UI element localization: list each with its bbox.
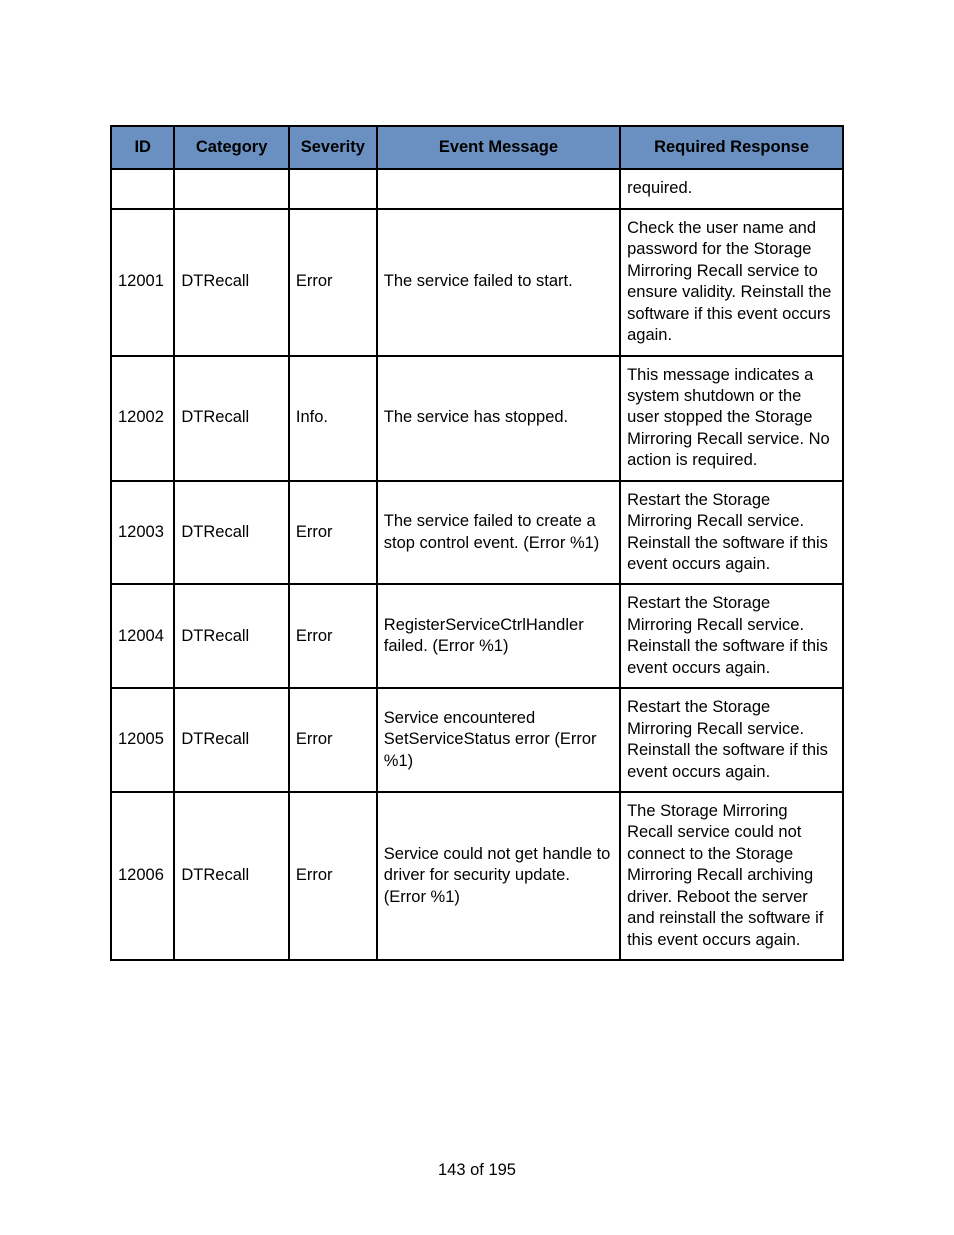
cell-id bbox=[111, 169, 174, 208]
cell-id: 12002 bbox=[111, 356, 174, 481]
cell-message bbox=[377, 169, 620, 208]
cell-message: RegisterServiceCtrlHandler failed. (Erro… bbox=[377, 584, 620, 688]
cell-response: This message indicates a system shutdown… bbox=[620, 356, 843, 481]
document-page: ID Category Severity Event Message Requi… bbox=[0, 0, 954, 1235]
cell-response: Restart the Storage Mirroring Recall ser… bbox=[620, 481, 843, 585]
table-row: 12005 DTRecall Error Service encountered… bbox=[111, 688, 843, 792]
cell-category: DTRecall bbox=[174, 688, 289, 792]
cell-message: The service failed to create a stop cont… bbox=[377, 481, 620, 585]
cell-id: 12001 bbox=[111, 209, 174, 356]
cell-category: DTRecall bbox=[174, 356, 289, 481]
col-header-category: Category bbox=[174, 126, 289, 169]
cell-severity: Error bbox=[289, 688, 377, 792]
cell-message: The service failed to start. bbox=[377, 209, 620, 356]
cell-severity: Error bbox=[289, 209, 377, 356]
cell-severity: Error bbox=[289, 584, 377, 688]
cell-severity: Error bbox=[289, 792, 377, 960]
cell-response: required. bbox=[620, 169, 843, 208]
col-header-response: Required Response bbox=[620, 126, 843, 169]
events-table: ID Category Severity Event Message Requi… bbox=[110, 125, 844, 961]
cell-category: DTRecall bbox=[174, 209, 289, 356]
cell-response: Restart the Storage Mirroring Recall ser… bbox=[620, 584, 843, 688]
cell-id: 12004 bbox=[111, 584, 174, 688]
cell-severity: Info. bbox=[289, 356, 377, 481]
cell-message: The service has stopped. bbox=[377, 356, 620, 481]
cell-id: 12006 bbox=[111, 792, 174, 960]
cell-category: DTRecall bbox=[174, 584, 289, 688]
cell-severity bbox=[289, 169, 377, 208]
cell-message: Service could not get handle to driver f… bbox=[377, 792, 620, 960]
table-row: 12001 DTRecall Error The service failed … bbox=[111, 209, 843, 356]
cell-message: Service encountered SetServiceStatus err… bbox=[377, 688, 620, 792]
cell-id: 12003 bbox=[111, 481, 174, 585]
cell-response: Check the user name and password for the… bbox=[620, 209, 843, 356]
cell-id: 12005 bbox=[111, 688, 174, 792]
cell-response: Restart the Storage Mirroring Recall ser… bbox=[620, 688, 843, 792]
cell-severity: Error bbox=[289, 481, 377, 585]
table-row: required. bbox=[111, 169, 843, 208]
col-header-message: Event Message bbox=[377, 126, 620, 169]
cell-category: DTRecall bbox=[174, 481, 289, 585]
cell-category bbox=[174, 169, 289, 208]
cell-response: The Storage Mirroring Recall service cou… bbox=[620, 792, 843, 960]
col-header-severity: Severity bbox=[289, 126, 377, 169]
table-row: 12002 DTRecall Info. The service has sto… bbox=[111, 356, 843, 481]
page-number: 143 of 195 bbox=[0, 1161, 954, 1180]
table-row: 12004 DTRecall Error RegisterServiceCtrl… bbox=[111, 584, 843, 688]
col-header-id: ID bbox=[111, 126, 174, 169]
table-row: 12003 DTRecall Error The service failed … bbox=[111, 481, 843, 585]
table-row: 12006 DTRecall Error Service could not g… bbox=[111, 792, 843, 960]
cell-category: DTRecall bbox=[174, 792, 289, 960]
table-header-row: ID Category Severity Event Message Requi… bbox=[111, 126, 843, 169]
